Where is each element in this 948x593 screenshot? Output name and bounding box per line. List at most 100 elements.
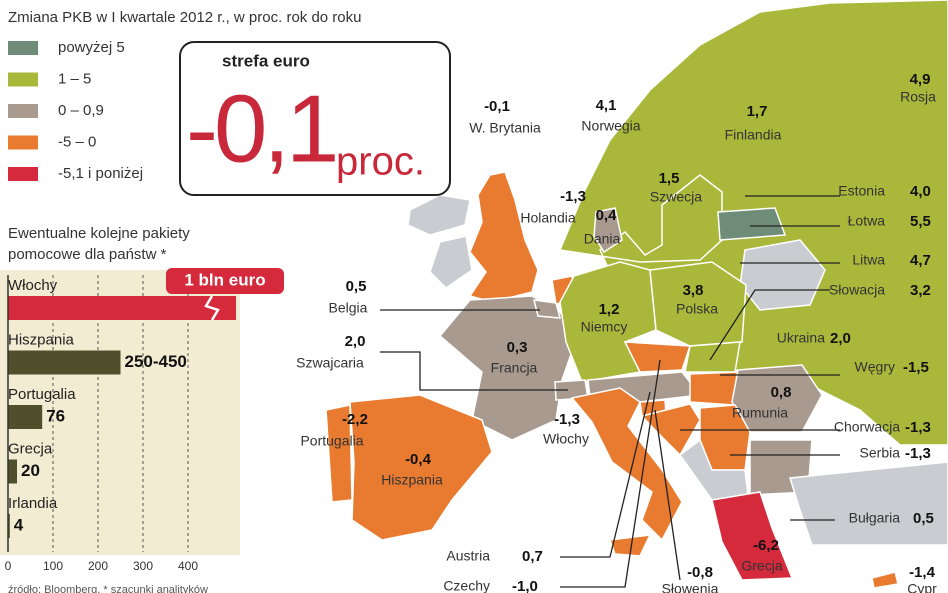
x-tick-label: 200 — [88, 559, 108, 573]
country-labels: W. Brytania -0,1 Norwegia 4,1 Finlandia 1,7 Ro… — [296, 71, 937, 593]
country-value: 2,0 — [830, 330, 851, 347]
legend-label: -5,1 i poniżej — [58, 165, 143, 182]
land-portugal — [325, 404, 353, 503]
country-value: 0,8 — [771, 384, 792, 401]
legend-label: 1 – 5 — [58, 70, 91, 87]
country-value: -1,3 — [560, 188, 586, 205]
country-value: -0,4 — [405, 451, 432, 468]
country-name: Słowacja — [829, 282, 885, 298]
country-name: Ukraina — [777, 330, 825, 346]
country-name: Serbia — [860, 445, 901, 461]
country-value: 1,2 — [599, 301, 620, 318]
country-value: -1,3 — [554, 411, 580, 428]
euro-box-value: -0,1 — [186, 75, 335, 182]
legend-label: -5 – 0 — [58, 133, 96, 150]
country-name: Bułgaria — [849, 510, 901, 526]
country-value: 4,1 — [596, 97, 617, 114]
leader — [560, 391, 651, 558]
country-value: -0,8 — [687, 564, 713, 581]
x-tick-label: 300 — [133, 559, 153, 573]
country-value: 3,8 — [683, 282, 704, 299]
land-latvia — [717, 207, 787, 241]
country-value: -6,2 — [753, 537, 779, 554]
country-name: Szwecja — [650, 189, 702, 205]
value-label: 20 — [21, 461, 40, 480]
country-value: -1,4 — [909, 564, 936, 581]
country-value: -2,2 — [342, 411, 368, 428]
country-name: Chorwacja — [834, 419, 900, 435]
country-value: 4,0 — [910, 183, 931, 200]
land-ireland — [429, 235, 473, 289]
country-name: Litwa — [852, 252, 885, 268]
country-name: Finlandia — [725, 127, 782, 143]
subtitle: Zmiana PKB w I kwartale 2012 r., w proc.… — [8, 9, 361, 26]
country-name: Rosja — [900, 89, 936, 105]
country-name: Hiszpania — [381, 472, 443, 488]
land-denmark — [593, 207, 623, 254]
country-value: 0,7 — [522, 548, 543, 565]
axis-break — [204, 295, 220, 321]
value-label-box — [166, 268, 284, 294]
country-value: 0,3 — [507, 339, 528, 356]
x-tick-label: 0 — [5, 559, 12, 573]
value-label: 76 — [46, 406, 65, 425]
leader-lines — [380, 195, 840, 588]
legend-swatch — [8, 41, 38, 55]
category-label: Portugalia — [8, 386, 76, 403]
country-name: Holandia — [520, 210, 575, 226]
category-label: Grecja — [8, 440, 53, 457]
land-uk — [468, 171, 539, 303]
country-name: Polska — [676, 301, 718, 317]
country-value: 1,7 — [747, 103, 768, 120]
country-name: Węgry — [855, 359, 895, 375]
legend-label: 0 – 0,9 — [58, 102, 104, 119]
land-poland — [649, 261, 747, 347]
country-name: Łotwa — [848, 213, 886, 229]
legend-label: powyżej 5 — [58, 39, 125, 56]
country-value: -1,0 — [512, 578, 538, 593]
country-value: 4,9 — [910, 71, 931, 88]
land-turkey — [789, 461, 948, 546]
legend-swatch — [8, 135, 38, 150]
country-value: 5,5 — [910, 213, 931, 230]
legend-swatch — [8, 167, 38, 181]
category-label: Irlandia — [8, 495, 58, 512]
country-value: -1,5 — [903, 359, 929, 376]
leader — [380, 351, 568, 391]
country-name: Estonia — [838, 183, 885, 199]
country-value: -0,1 — [484, 98, 510, 115]
land-cyprus — [871, 571, 899, 589]
packages-heading: Ewentualne kolejne pakiety — [8, 225, 190, 242]
land-sicily — [608, 534, 652, 557]
bar — [8, 514, 10, 538]
bar — [8, 459, 17, 484]
leader — [709, 289, 830, 361]
country-name: Niemcy — [581, 319, 628, 335]
country-name: Austria — [446, 548, 490, 564]
country-value: 0,5 — [913, 510, 934, 527]
legend: powyżej 5 1 – 5 0 – 0,9 -5 – 0 -5,1 i poniże… — [8, 39, 143, 182]
country-value: -1,3 — [905, 445, 931, 462]
country-name: Dania — [584, 231, 621, 247]
country-name: Belgia — [329, 300, 368, 316]
land-spain — [349, 394, 493, 541]
country-value: 2,0 — [345, 333, 366, 350]
land-iceland — [407, 194, 471, 236]
leader — [560, 359, 661, 588]
land-romania — [731, 364, 823, 433]
country-name: Cypr — [907, 581, 937, 593]
land-belgium — [533, 299, 562, 319]
country-name: Szwajcaria — [296, 355, 364, 371]
land-greece — [711, 491, 794, 581]
country-value: 0,4 — [596, 207, 618, 224]
x-tick-label: 100 — [43, 559, 63, 573]
value-label: 250-450 — [125, 352, 187, 371]
leader — [654, 409, 681, 581]
euro-box-unit: proc. — [336, 140, 425, 184]
country-name: Czechy — [443, 578, 490, 593]
country-name: W. Brytania — [469, 120, 541, 136]
country-value: -1,3 — [905, 419, 931, 436]
land-hungary — [689, 371, 739, 406]
country-name: Włochy — [543, 431, 589, 447]
country-name: Norwegia — [581, 118, 640, 134]
